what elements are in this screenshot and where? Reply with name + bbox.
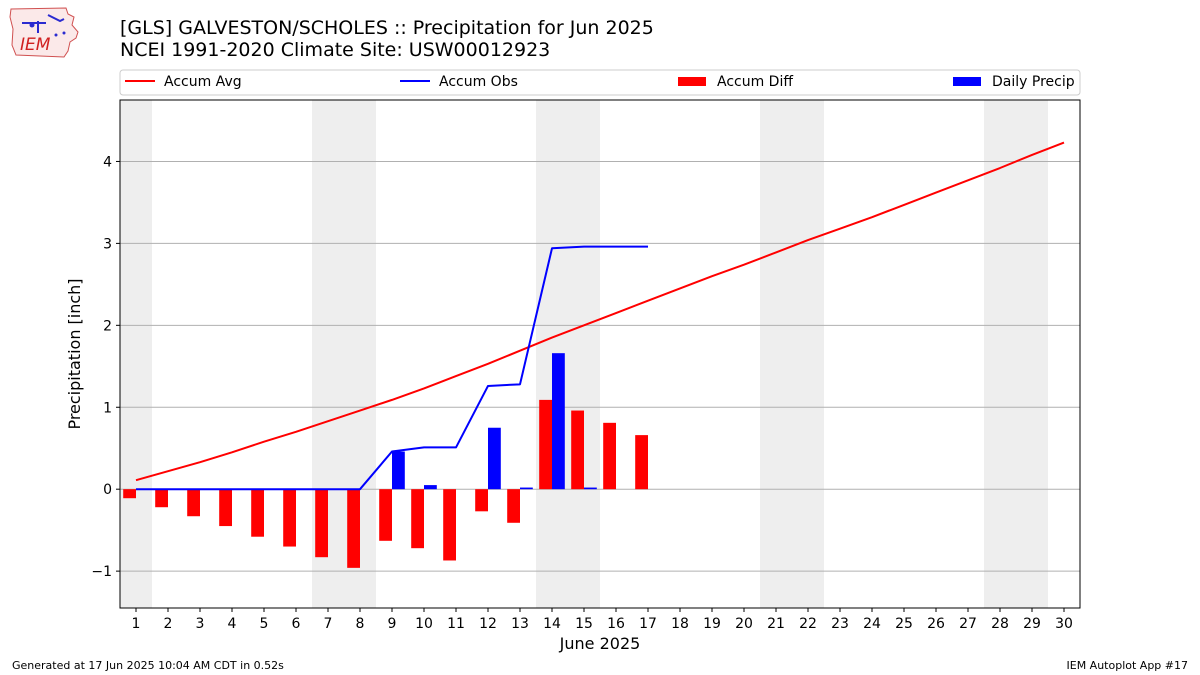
app-credit: IEM Autoplot App #17 [1066, 659, 1189, 672]
legend-accum-avg: Accum Avg [125, 74, 242, 90]
accum-diff-bar [635, 435, 648, 490]
x-tick-label: 11 [447, 616, 465, 632]
legend-accum-obs: Accum Obs [400, 74, 518, 90]
accum-diff-bar [475, 489, 488, 512]
x-tick-label: 18 [671, 616, 689, 632]
accum-diff-bar [571, 410, 584, 490]
x-tick-label: 23 [831, 616, 849, 632]
legend-accum-avg-label: Accum Avg [164, 74, 242, 90]
y-axis: −1 0 1 2 3 4 [91, 154, 120, 580]
generated-timestamp: Generated at 17 Jun 2025 10:04 AM CDT in… [12, 659, 284, 672]
accum-diff-bar [347, 489, 360, 568]
x-tick-label: 12 [479, 616, 497, 632]
daily-precip-bar [424, 485, 437, 490]
accum-diff-bar [155, 489, 168, 508]
x-tick-label: 6 [292, 616, 301, 632]
x-tick-label: 25 [895, 616, 913, 632]
accum-diff-bar [251, 489, 264, 537]
daily-precip-bars [392, 353, 597, 490]
weekend-band-29 [1016, 100, 1048, 608]
weekend-band-21 [760, 100, 792, 608]
y-tick-label: 3 [103, 236, 112, 252]
x-tick-label: 10 [415, 616, 433, 632]
accum-diff-bar [539, 399, 552, 490]
accum-diff-bar [411, 489, 424, 549]
accum-diff-bar [443, 489, 456, 561]
x-tick-label: 29 [1023, 616, 1041, 632]
x-tick-label: 27 [959, 616, 977, 632]
x-tick-label: 2 [164, 616, 173, 632]
iem-logo: IEM [9, 7, 79, 58]
logo-text: IEM [20, 35, 51, 55]
x-tick-label: 15 [575, 616, 593, 632]
x-axis: 1 2 3 4 5 6 7 8 9 10 11 12 13 14 15 16 17 18 19 20 21 22 23 24 2… [132, 608, 1073, 632]
plot-frame [119, 99, 1081, 609]
y-tick-label: 4 [103, 154, 112, 170]
x-tick-label: 21 [767, 616, 785, 632]
weekend-band-1 [120, 100, 152, 608]
x-tick-label: 8 [356, 616, 365, 632]
legend-daily-precip-label: Daily Precip [992, 74, 1075, 90]
x-axis-label: June 2025 [559, 634, 641, 653]
accum-diff-bar [507, 489, 520, 523]
x-tick-label: 14 [543, 616, 561, 632]
x-tick-label: 13 [511, 616, 529, 632]
x-tick-label: 16 [607, 616, 625, 632]
legend-daily-precip-swatch [953, 77, 981, 86]
weekend-band-15 [568, 100, 600, 608]
daily-precip-bar [392, 451, 405, 490]
x-tick-label: 17 [639, 616, 657, 632]
chart-subtitle: NCEI 1991-2020 Climate Site: USW00012923 [120, 39, 551, 61]
x-tick-label: 1 [132, 616, 141, 632]
accum-diff-bar [187, 489, 200, 517]
daily-precip-bar [584, 487, 597, 490]
y-tick-label: 0 [103, 482, 112, 498]
y-tick-label: −1 [91, 564, 112, 580]
x-tick-label: 7 [324, 616, 333, 632]
y-tick-label: 1 [103, 400, 112, 416]
daily-precip-bar [488, 427, 501, 490]
weekend-band-28 [984, 100, 1016, 608]
legend-daily-precip: Daily Precip [953, 74, 1075, 90]
accum-diff-bar [283, 489, 296, 547]
accum-diff-bar [379, 489, 392, 541]
x-tick-label: 3 [196, 616, 205, 632]
accum-diff-bar [123, 489, 136, 499]
x-tick-label: 19 [703, 616, 721, 632]
x-tick-label: 22 [799, 616, 817, 632]
x-tick-label: 4 [228, 616, 237, 632]
chart-title: [GLS] GALVESTON/SCHOLES :: Precipitation… [120, 17, 654, 39]
x-tick-label: 5 [260, 616, 269, 632]
x-tick-label: 20 [735, 616, 753, 632]
legend-accum-diff-label: Accum Diff [717, 74, 793, 90]
legend-frame [119, 69, 1081, 96]
accum-diff-bars [123, 399, 648, 568]
legend-accum-obs-label: Accum Obs [439, 74, 518, 90]
legend: Accum Avg Accum Obs Accum Diff Daily Precip [119, 69, 1081, 96]
x-tick-label: 28 [991, 616, 1009, 632]
accum-obs-line [136, 245, 648, 491]
x-tick-label: 24 [863, 616, 881, 632]
weekend-band-22 [792, 100, 824, 608]
accum-diff-bar [315, 489, 328, 558]
x-tick-label: 9 [388, 616, 397, 632]
legend-accum-diff-swatch [678, 77, 706, 86]
daily-precip-bar [520, 487, 533, 490]
accum-diff-bar [603, 422, 616, 490]
legend-accum-diff: Accum Diff [678, 74, 793, 90]
accum-avg-line [135, 141, 1065, 482]
weekend-bands [120, 100, 1048, 608]
y-tick-label: 2 [103, 318, 112, 334]
accum-diff-bar [219, 489, 232, 527]
daily-precip-bar [552, 353, 565, 490]
y-gridlines [120, 160, 1080, 572]
y-axis-label: Precipitation [inch] [65, 278, 84, 429]
x-tick-label: 30 [1055, 616, 1073, 632]
x-tick-label: 26 [927, 616, 945, 632]
series-lines [135, 141, 1065, 491]
